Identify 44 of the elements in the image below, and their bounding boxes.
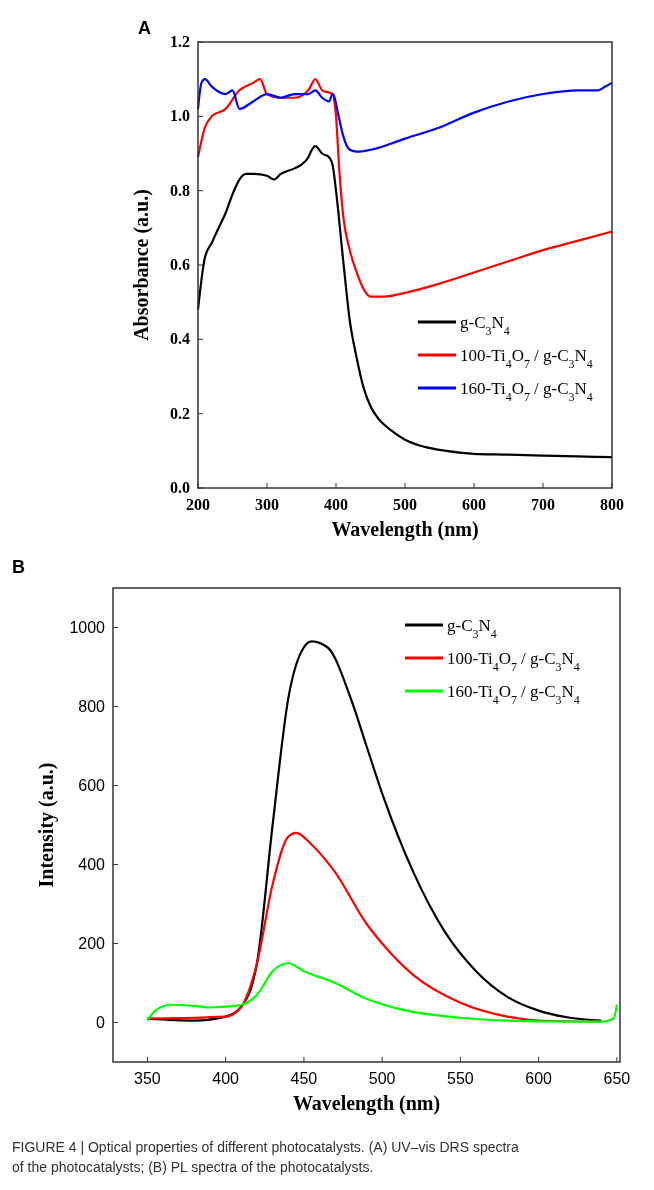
x-axis-title: Wavelength (nm) bbox=[292, 1092, 441, 1115]
caption: FIGURE 4 | Optical properties of different photocatalysts. (A) UV–vis DRS spectra of the photocatalysts; (B) PL spectra of the photocatalysts. bbox=[12, 1139, 520, 1175]
x-tick-label: 400 bbox=[212, 1070, 240, 1087]
x-tick-label: 550 bbox=[447, 1070, 474, 1087]
y-axis-title: Absorbance (a.u.) bbox=[130, 189, 153, 341]
x-tick-label: 400 bbox=[324, 496, 348, 513]
y-tick-label: 400 bbox=[78, 855, 106, 873]
x-tick-label: 500 bbox=[393, 496, 417, 513]
legend-label: 100-Ti$_{4}$O$_{7}$ / g-C$_{3}$N$_{4}$ bbox=[460, 346, 593, 371]
x-tick-label: 600 bbox=[462, 496, 486, 513]
y-tick-label: 0.4 bbox=[170, 330, 190, 348]
x-tick-label: 500 bbox=[368, 1070, 396, 1087]
y-tick-label: 0.8 bbox=[170, 181, 190, 199]
line-series bbox=[196, 144, 614, 459]
x-tick-label: 200 bbox=[186, 496, 210, 513]
chart-title: B bbox=[12, 557, 25, 577]
y-tick-label: 600 bbox=[78, 776, 106, 794]
x-axis-title: Wavelength (nm) bbox=[331, 518, 479, 541]
legend-label: 160-Ti$_{4}$O$_{7}$ / g-C$_{3}$N$_{4}$ bbox=[447, 682, 580, 707]
y-tick-label: 0 bbox=[96, 1013, 106, 1031]
y-tick-label: 1.2 bbox=[170, 33, 190, 50]
y-axis-title: Intensity (a.u.) bbox=[35, 762, 58, 888]
y-tick-label: 800 bbox=[78, 697, 106, 715]
y-tick-label: 1000 bbox=[69, 618, 106, 636]
line-series bbox=[196, 78, 614, 153]
y-tick-label: 200 bbox=[78, 934, 106, 952]
x-tick-label: 800 bbox=[600, 496, 624, 513]
x-tick-label: 600 bbox=[525, 1070, 553, 1087]
legend-label: g-C$_{3}$N$_{4}$ bbox=[460, 313, 510, 338]
chart-title: A bbox=[138, 18, 151, 38]
x-tick-label: 700 bbox=[531, 496, 555, 513]
legend-label: 160-Ti$_{4}$O$_{7}$ / g-C$_{3}$N$_{4}$ bbox=[460, 379, 593, 404]
y-tick-label: 1.0 bbox=[170, 107, 190, 125]
y-tick-label: 0.0 bbox=[170, 479, 190, 496]
line-series bbox=[196, 78, 614, 298]
x-tick-label: 450 bbox=[290, 1070, 318, 1087]
legend-label: 100-Ti$_{4}$O$_{7}$ / g-C$_{3}$N$_{4}$ bbox=[447, 649, 580, 674]
y-tick-label: 0.2 bbox=[170, 404, 190, 422]
x-tick-label: 350 bbox=[134, 1070, 161, 1087]
x-tick-label: 300 bbox=[255, 496, 279, 513]
x-tick-label: 650 bbox=[603, 1070, 631, 1087]
line-series bbox=[146, 962, 618, 1023]
y-tick-label: 0.6 bbox=[170, 256, 190, 273]
legend-label: g-C$_{3}$N$_{4}$ bbox=[447, 616, 497, 641]
